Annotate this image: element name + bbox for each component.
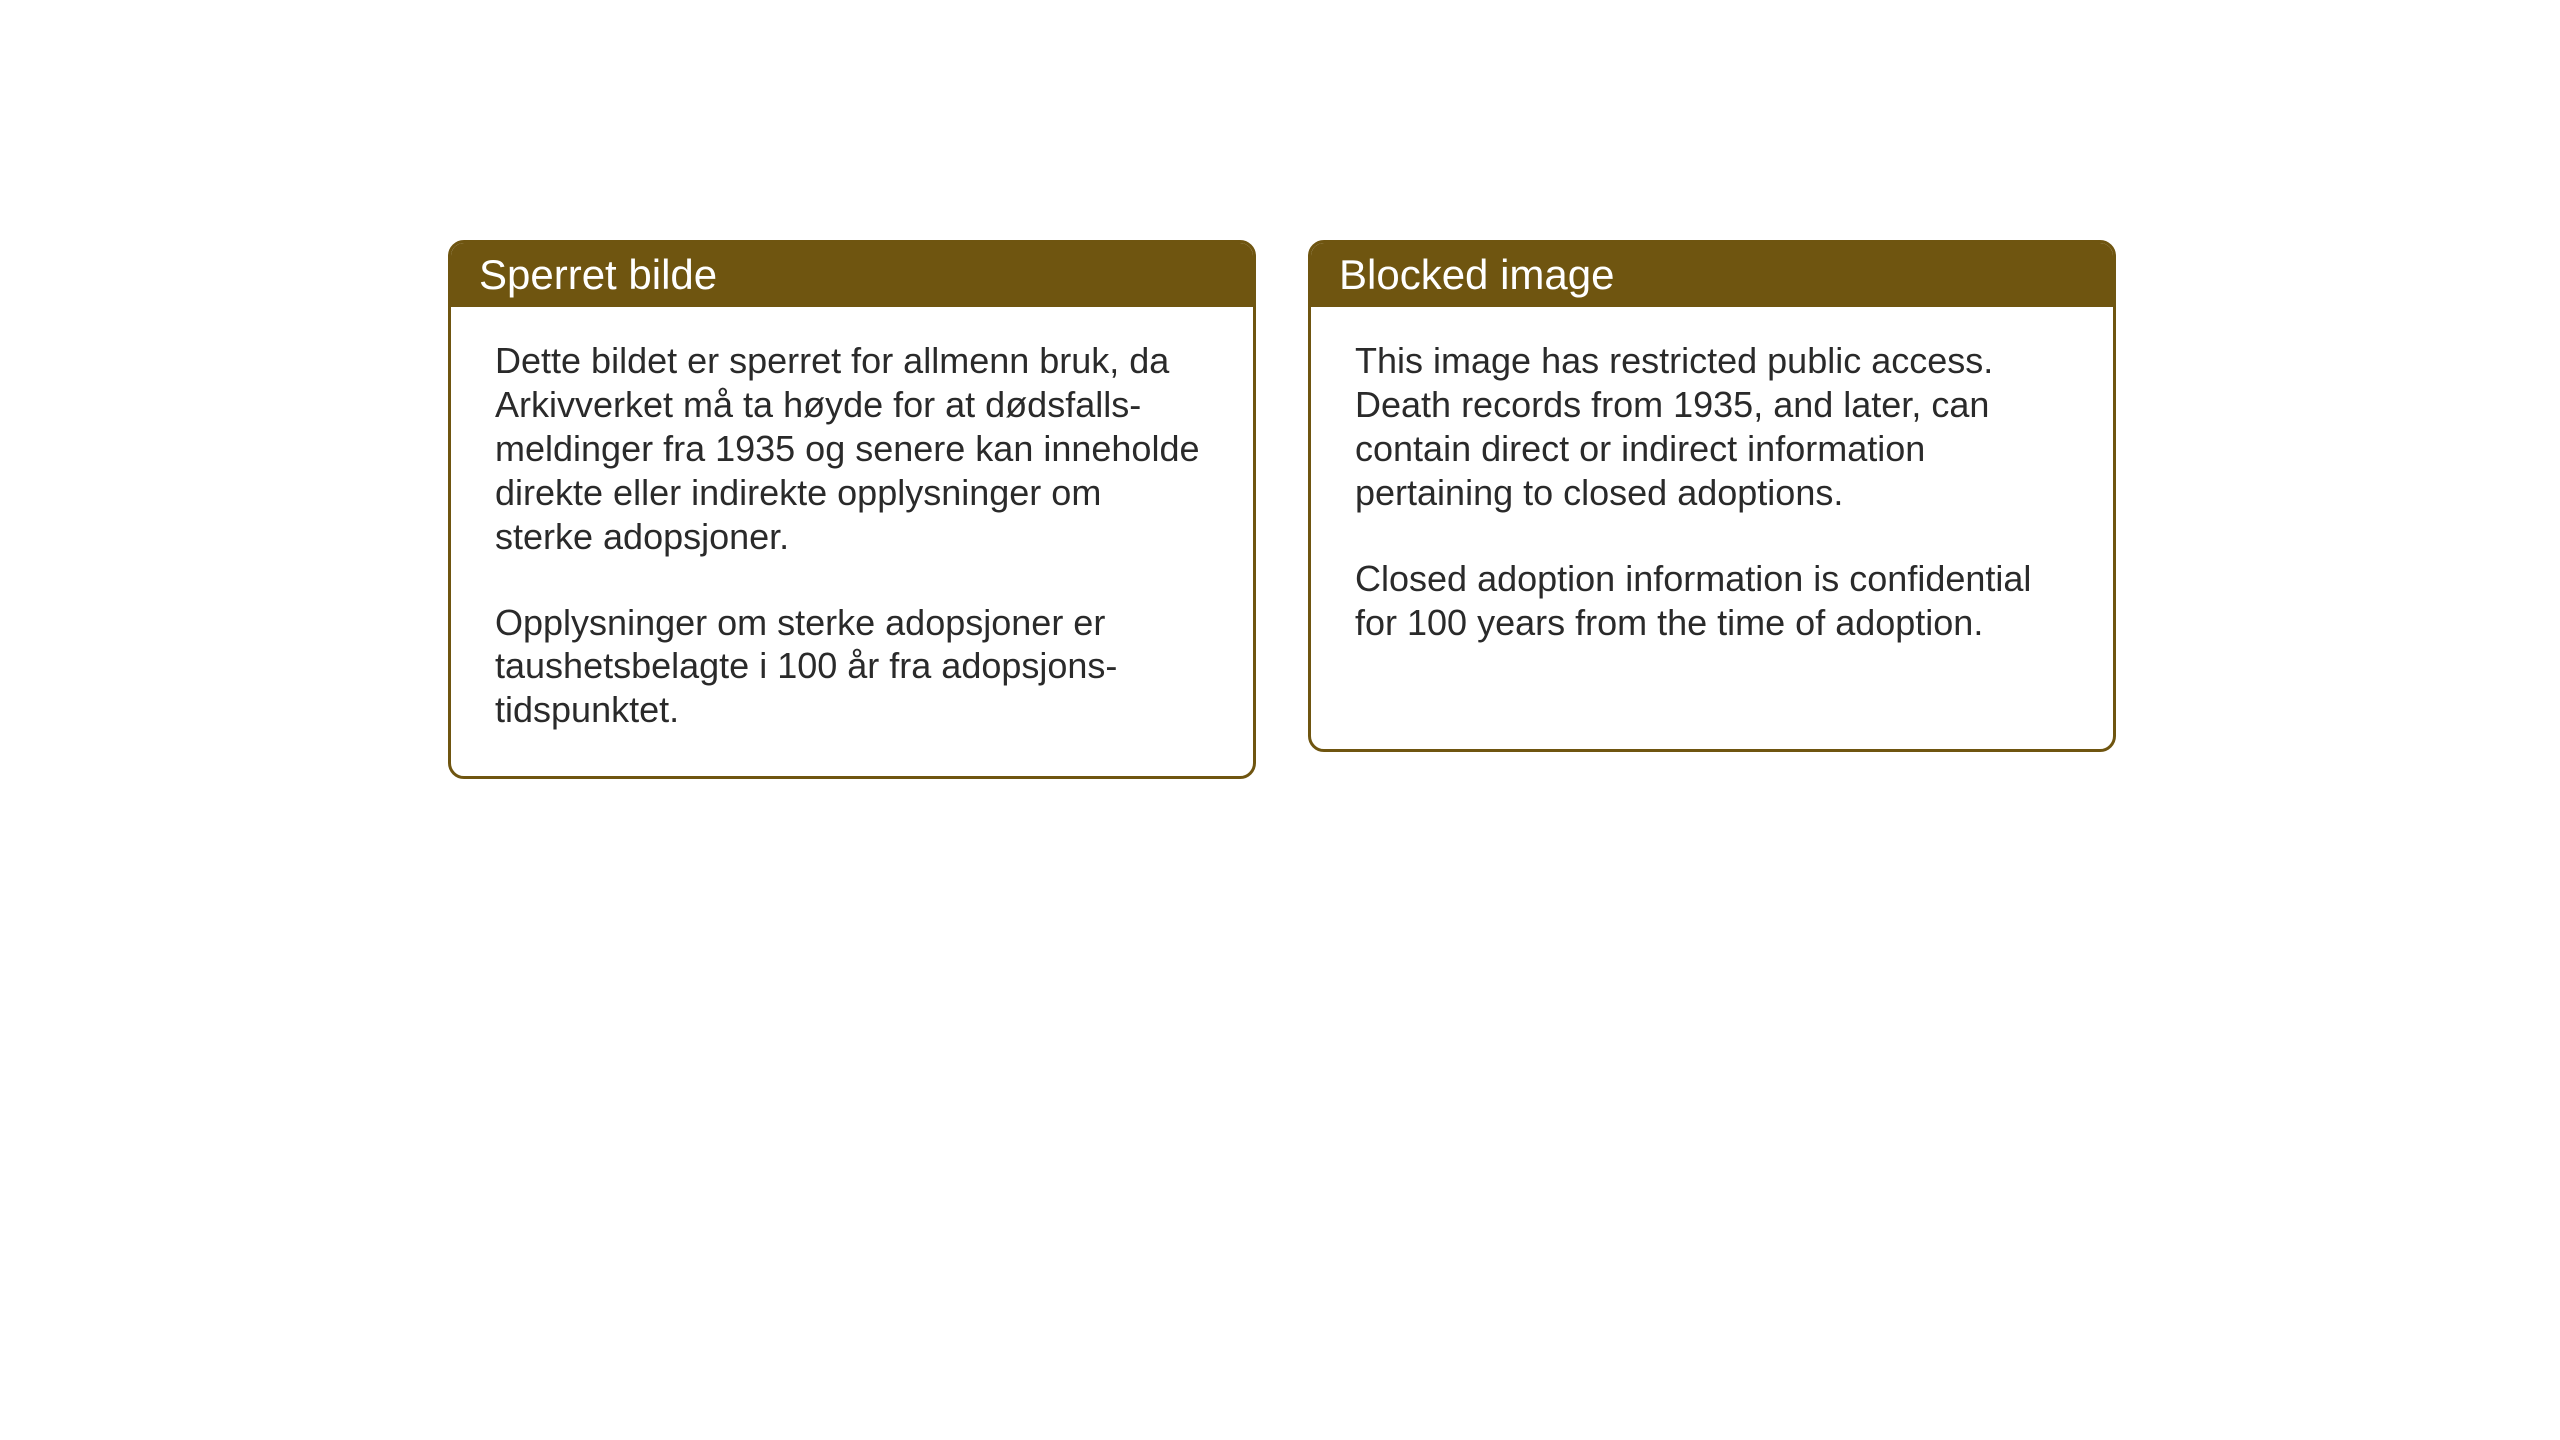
card-title: Sperret bilde	[479, 251, 717, 298]
card-paragraph-1: Dette bildet er sperret for allmenn bruk…	[495, 339, 1209, 559]
notice-container: Sperret bilde Dette bildet er sperret fo…	[448, 240, 2116, 779]
notice-card-english: Blocked image This image has restricted …	[1308, 240, 2116, 752]
card-header: Sperret bilde	[451, 243, 1253, 307]
card-paragraph-2: Closed adoption information is confident…	[1355, 557, 2069, 645]
card-body: Dette bildet er sperret for allmenn bruk…	[451, 307, 1253, 776]
card-paragraph-2: Opplysninger om sterke adopsjoner er tau…	[495, 601, 1209, 733]
notice-card-norwegian: Sperret bilde Dette bildet er sperret fo…	[448, 240, 1256, 779]
card-header: Blocked image	[1311, 243, 2113, 307]
card-body: This image has restricted public access.…	[1311, 307, 2113, 688]
card-title: Blocked image	[1339, 251, 1614, 298]
card-paragraph-1: This image has restricted public access.…	[1355, 339, 2069, 515]
